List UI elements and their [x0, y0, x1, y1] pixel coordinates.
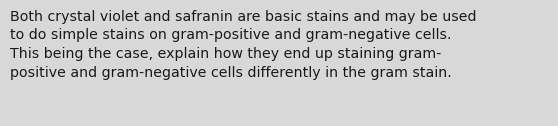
- Text: Both crystal violet and safranin are basic stains and may be used
to do simple s: Both crystal violet and safranin are bas…: [9, 10, 476, 80]
